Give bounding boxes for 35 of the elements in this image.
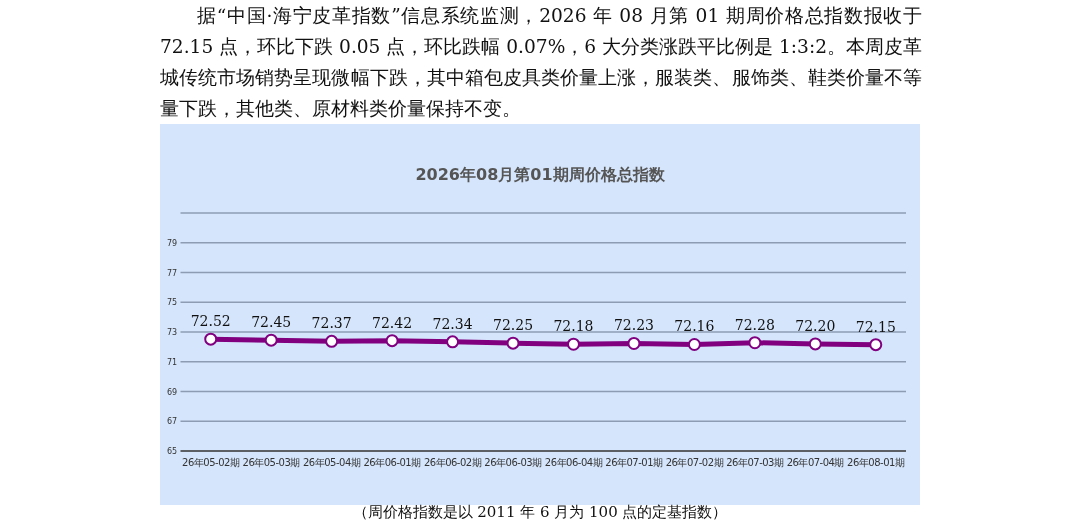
data-label: 72.23 xyxy=(613,317,654,334)
x-tick-label: 26年06-04期 xyxy=(544,457,603,468)
y-tick-label: 67 xyxy=(166,417,178,427)
text: （周价格指数是以 2011 年 6 月为 100 点的定基指数） xyxy=(351,503,729,522)
y-tick-label: 73 xyxy=(166,328,178,337)
data-label: 72.20 xyxy=(795,317,836,334)
y-tick-label: 69 xyxy=(166,387,178,397)
data-label: 72.15 xyxy=(855,318,896,335)
y-tick-label: 75 xyxy=(166,298,178,308)
chart-title: 2026年08月第01期周价格总指数 xyxy=(415,165,666,184)
x-tick-label: 26年07-03期 xyxy=(726,457,784,468)
data-label: 72.16 xyxy=(674,318,715,335)
text: 据“中国·海宁皮革指数”信息系统监测，2026 年 08 月第 01 期周价格总指数报收于 72.15 点，环比下跌 0.05 点，环比跌幅 0.07%，6 大分类涨跌平比例是 1:3:2。本周皮革城传统市场销势呈现微幅下跌，其中箱包皮具类价量上涨，服装类、服饰类、鞋类价量不等量下跌，其他类、原材料类价量保持不变。 xyxy=(160,4,923,121)
data-label: 72.45 xyxy=(251,314,292,331)
y-tick-label: 71 xyxy=(166,357,178,367)
data-label: 72.18 xyxy=(553,318,594,335)
data-label: 72.37 xyxy=(311,315,352,332)
x-tick-label: 26年07-04期 xyxy=(786,457,845,468)
x-tick-label: 26年05-02期 xyxy=(182,457,240,468)
data-label: 72.42 xyxy=(372,314,413,331)
data-label: 72.25 xyxy=(492,317,534,334)
x-tick-label: 26年06-01期 xyxy=(363,457,422,468)
x-tick-label: 26年07-01期 xyxy=(605,457,664,468)
data-label: 72.34 xyxy=(432,315,473,332)
data-label: 72.28 xyxy=(734,316,775,333)
y-tick-label: 77 xyxy=(166,268,178,278)
x-tick-label: 26年07-02期 xyxy=(665,457,724,468)
x-tick-label: 26年08-01期 xyxy=(847,457,905,468)
x-tick-label: 26年05-04期 xyxy=(303,457,361,468)
y-tick-label: 65 xyxy=(166,447,178,456)
x-tick-label: 26年06-03期 xyxy=(484,457,543,468)
data-label: 72.52 xyxy=(190,313,231,330)
y-tick-label: 79 xyxy=(166,238,178,248)
x-tick-label: 26年06-02期 xyxy=(423,457,482,468)
x-tick-label: 26年05-03期 xyxy=(242,457,301,468)
